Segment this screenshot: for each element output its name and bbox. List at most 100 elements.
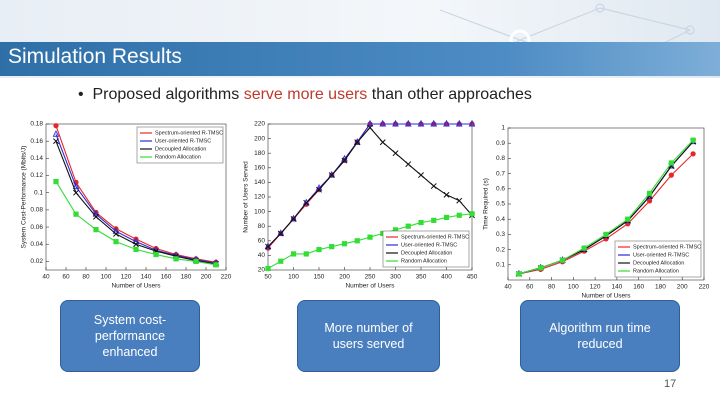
page-number: 17 — [664, 378, 677, 390]
point — [133, 246, 139, 252]
point — [113, 230, 119, 237]
point — [153, 251, 159, 258]
point — [265, 265, 271, 272]
point — [418, 219, 424, 226]
bullet: • Proposed algorithms serve more users t… — [78, 86, 532, 103]
point — [354, 139, 361, 146]
point — [468, 119, 476, 127]
point — [625, 216, 631, 222]
point — [133, 241, 139, 248]
point — [341, 241, 348, 247]
y-tick-label: 0.02 — [30, 258, 43, 265]
point — [443, 214, 450, 221]
x-tick-label: 300 — [390, 274, 401, 281]
point — [366, 119, 374, 127]
y-tick-label: 40 — [258, 252, 266, 259]
y-tick-label: 160 — [254, 165, 265, 172]
point — [52, 130, 60, 137]
summary-box: More number of users served — [297, 300, 440, 372]
point — [278, 258, 284, 264]
y-tick-label: 0.4 — [496, 216, 505, 223]
y-tick-label: 140 — [254, 179, 265, 186]
title-bar — [0, 42, 720, 76]
point — [392, 150, 399, 157]
point — [603, 231, 609, 237]
point — [668, 160, 674, 166]
legend: Spectrum-oriented R-TMSC User-oriented R-… — [136, 126, 224, 164]
x-axis-label: Number of Users — [111, 283, 161, 290]
y-tick-label: 0.2 — [496, 246, 505, 253]
x-tick-label: 450 — [467, 274, 478, 281]
point — [456, 197, 463, 204]
y-tick-label: 0.9 — [496, 140, 505, 147]
point — [559, 257, 566, 263]
y-tick-label: 80 — [258, 223, 266, 230]
point — [73, 189, 79, 196]
bullet-text: Proposed algorithms — [92, 86, 240, 103]
y-tick-label: 0.1 — [34, 189, 43, 196]
x-tick-label: 400 — [441, 274, 452, 281]
slide-title: Simulation Results — [8, 45, 182, 68]
point — [405, 223, 411, 229]
legend-label: Random Allocation — [155, 154, 201, 160]
x-axis-label: Number of Users — [581, 293, 631, 298]
x-tick-label: 180 — [655, 284, 666, 291]
legend-label: Decoupled Allocation — [401, 250, 452, 256]
x-tick-label: 220 — [699, 284, 710, 291]
point — [379, 139, 386, 146]
point — [538, 265, 544, 271]
x-tick-label: 40 — [504, 284, 512, 291]
x-tick-label: 120 — [590, 284, 601, 291]
point — [341, 157, 348, 164]
y-tick-label: 0.5 — [496, 201, 505, 208]
y-tick-label: 0.3 — [496, 231, 505, 238]
x-tick-label: 40 — [42, 274, 50, 281]
point — [113, 239, 119, 245]
point — [72, 182, 80, 190]
y-tick-label: 100 — [254, 208, 265, 215]
legend-label: Random Allocation — [633, 268, 679, 274]
point — [290, 215, 297, 222]
y-tick-label: 0.12 — [30, 172, 43, 179]
y-tick-label: 0.6 — [496, 186, 505, 193]
y-tick-label: 0.8 — [496, 155, 505, 162]
point — [392, 227, 399, 233]
point — [316, 186, 322, 193]
box-text: Algorithm run time reduced — [549, 320, 651, 351]
x-tick-label: 120 — [121, 274, 132, 281]
x-tick-label: 60 — [62, 274, 70, 281]
point — [265, 243, 271, 250]
box-text: More number of users served — [324, 320, 413, 351]
point — [354, 238, 360, 244]
y-axis-label: Number of Users Served — [243, 161, 250, 233]
x-tick-label: 140 — [611, 284, 622, 291]
point — [367, 234, 373, 240]
point — [418, 172, 424, 179]
point — [303, 199, 310, 206]
x-tick-label: 50 — [264, 274, 272, 281]
y-tick-label: 0.7 — [496, 170, 505, 177]
chart: 40 60 80 100 120 140 160 180 200 220 0.02 0.04 0.06 0… — [21, 121, 232, 290]
point — [73, 211, 79, 217]
point — [93, 213, 99, 220]
legend-label: Decoupled Allocation — [633, 260, 684, 266]
x-tick-label: 150 — [314, 274, 325, 281]
y-axis-label: System Cost-Performance (Mbits/J) — [21, 146, 28, 249]
point — [469, 211, 475, 217]
x-tick-label: 160 — [161, 274, 172, 281]
x-tick-label: 100 — [288, 274, 299, 281]
point — [173, 256, 179, 262]
legend-label: User-oriented R-TMSC — [155, 138, 211, 144]
point — [193, 258, 199, 265]
bullet-text: than other approaches — [371, 86, 532, 103]
y-tick-label: 0.1 — [496, 262, 505, 269]
point — [690, 137, 696, 143]
point — [367, 124, 373, 131]
x-tick-label: 350 — [416, 274, 427, 281]
point — [329, 244, 335, 250]
summary-box: System cost-performance enhanced — [60, 300, 200, 372]
point — [646, 190, 653, 196]
point — [328, 172, 335, 179]
x-tick-label: 200 — [677, 284, 688, 291]
